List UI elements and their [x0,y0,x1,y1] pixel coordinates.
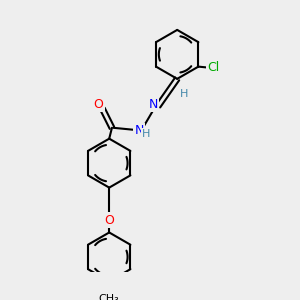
Text: O: O [93,98,103,111]
Text: N: N [148,98,158,111]
Text: H: H [142,129,151,139]
Text: N: N [134,124,144,137]
Text: H: H [180,89,188,99]
Text: Cl: Cl [207,61,220,74]
Text: O: O [104,214,114,227]
Text: CH₃: CH₃ [99,294,120,300]
